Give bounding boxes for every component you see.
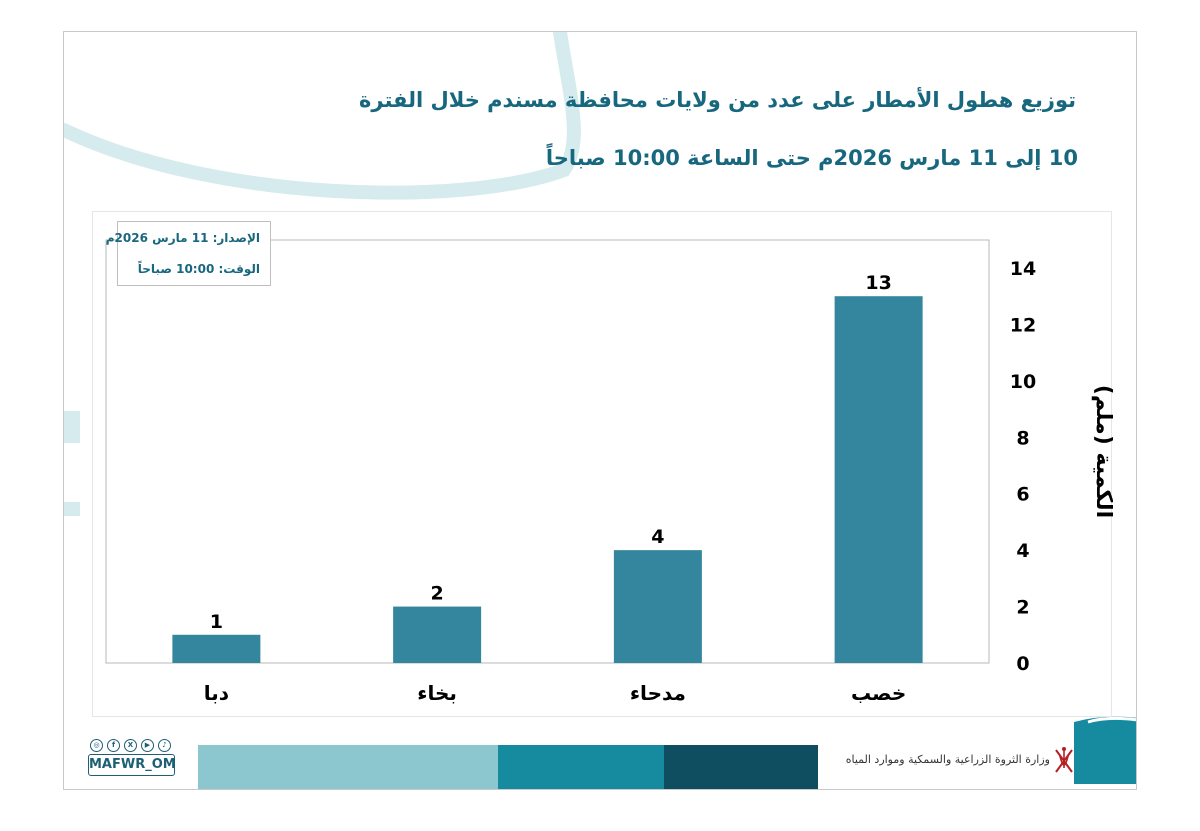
y-tick-label-0: 0 — [1016, 653, 1029, 675]
category-label-4: خصب — [851, 681, 906, 705]
category-label-2: بخاء — [417, 681, 457, 705]
bar-3 — [613, 550, 702, 663]
footer-band-light — [198, 745, 498, 789]
bar-2 — [393, 606, 482, 663]
category-label-3: مدحاء — [630, 681, 686, 705]
x-icon[interactable]: X — [124, 739, 137, 752]
ministry-emblem-icon — [1055, 747, 1073, 773]
youtube-icon[interactable]: ▶ — [141, 739, 154, 752]
footer-band-mid — [498, 745, 664, 789]
chart-title-line-1: توزيع هطول الأمطار على عدد من ولايات محا… — [359, 88, 1076, 112]
ministry-name: وزارة الثروة الزراعية والسمكية وموارد ال… — [845, 753, 1050, 766]
plot-area-border — [105, 239, 990, 664]
y-tick-label-14: 14 — [1010, 258, 1036, 280]
y-tick-label-4: 4 — [1016, 540, 1029, 562]
y-tick-label-12: 12 — [1010, 314, 1036, 336]
data-label-2: 2 — [431, 583, 444, 605]
y-tick-label-6: 6 — [1016, 484, 1029, 506]
chart-panel: 1 2 4 13 دبا بخاء مدحاء خصب 0 2 4 6 8 10 12 14 الكمية… — [92, 211, 1113, 717]
y-tick-label-2: 2 — [1016, 597, 1029, 619]
issue-date: الإصدار: 11 مارس 2026م — [105, 231, 260, 245]
instagram-icon[interactable]: ◎ — [90, 739, 103, 752]
bar-4 — [834, 296, 923, 663]
category-label-1: دبا — [204, 681, 229, 705]
y-tick-label-8: 8 — [1016, 427, 1029, 449]
issue-info-box: الإصدار: 11 مارس 2026م الوقت: 10:00 صباح… — [106, 221, 271, 286]
background-decoration — [64, 32, 1136, 784]
social-handle[interactable]: MAFWR_OM — [88, 754, 176, 776]
slide: توزيع هطول الأمطار على عدد من ولايات محا… — [63, 31, 1137, 790]
data-label-4: 13 — [865, 272, 891, 294]
social-media-block: ◎ f X ▶ ♪ MAFWR_OM — [88, 739, 178, 779]
footer-band-dark — [664, 745, 818, 789]
issue-time: الوقت: 10:00 صباحاً — [137, 262, 260, 276]
bar-1 — [172, 634, 261, 663]
y-tick-label-10: 10 — [1010, 371, 1036, 393]
tiktok-icon[interactable]: ♪ — [158, 739, 171, 752]
facebook-icon[interactable]: f — [107, 739, 120, 752]
y-axis-title: الكمية (ملم) — [1091, 385, 1113, 518]
data-label-3: 4 — [651, 526, 664, 548]
data-label-1: 1 — [210, 611, 223, 633]
chart-title-line-2: 10 إلى 11 مارس 2026م حتى الساعة 10:00 صب… — [545, 146, 1078, 170]
footer-color-bands — [198, 745, 818, 789]
